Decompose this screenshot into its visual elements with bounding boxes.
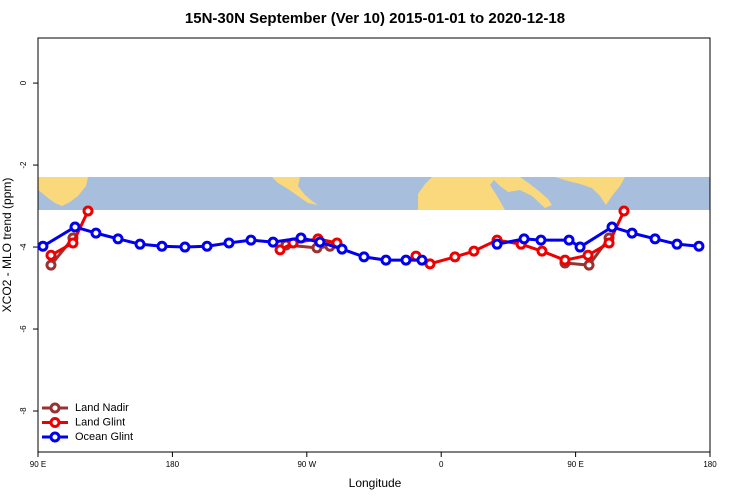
- y-axis-label: XCO2 - MLO trend (ppm): [0, 178, 14, 313]
- y-tick-label: 0: [19, 80, 28, 85]
- data-point: [563, 234, 575, 246]
- data-point: [69, 221, 81, 233]
- data-point: [603, 237, 615, 249]
- y-tick-label: -2: [19, 161, 28, 169]
- data-point: [82, 205, 94, 217]
- data-point: [179, 241, 191, 253]
- legend-marker: [49, 431, 61, 443]
- data-point: [156, 240, 168, 252]
- data-point: [358, 251, 370, 263]
- legend-item: Land Glint: [42, 416, 125, 428]
- data-point: [90, 227, 102, 239]
- data-point: [400, 254, 412, 266]
- data-point: [649, 233, 661, 245]
- legend-label: Land Glint: [75, 416, 125, 428]
- data-point: [314, 236, 326, 248]
- data-point: [574, 241, 586, 253]
- legend-label: Ocean Glint: [75, 431, 133, 443]
- data-point: [45, 249, 57, 261]
- data-point: [112, 233, 124, 245]
- x-tick-label: 180: [166, 460, 180, 469]
- data-point: [134, 238, 146, 250]
- data-point: [491, 238, 503, 250]
- data-point: [380, 254, 392, 266]
- data-point: [583, 259, 595, 271]
- data-point: [559, 254, 571, 266]
- data-point: [223, 237, 235, 249]
- data-point: [626, 227, 638, 239]
- data-point: [449, 251, 461, 263]
- x-tick-label: 90 E: [30, 460, 46, 469]
- data-point: [606, 221, 618, 233]
- x-tick-label: 0: [439, 460, 444, 469]
- data-point: [618, 205, 630, 217]
- data-point: [45, 259, 57, 271]
- data-point: [468, 245, 480, 257]
- data-point: [274, 244, 286, 256]
- data-point: [535, 234, 547, 246]
- data-point: [416, 254, 428, 266]
- data-point: [518, 233, 530, 245]
- data-point: [693, 240, 705, 252]
- data-point: [295, 232, 307, 244]
- data-point: [336, 243, 348, 255]
- data-point: [37, 240, 49, 252]
- x-tick-label: 90 W: [297, 460, 316, 469]
- x-axis-label: Longitude: [349, 476, 402, 490]
- data-point: [67, 237, 79, 249]
- legend-marker: [49, 417, 61, 428]
- data-point: [245, 234, 257, 246]
- chart-title: 15N-30N September (Ver 10) 2015-01-01 to…: [185, 10, 565, 27]
- legend-item: Land Nadir: [42, 402, 129, 414]
- data-point: [536, 245, 548, 257]
- data-point: [267, 236, 279, 248]
- legend-marker: [49, 402, 61, 414]
- data-point: [582, 249, 594, 261]
- legend-item: Ocean Glint: [42, 431, 133, 443]
- x-tick-label: 90 E: [567, 460, 583, 469]
- y-tick-label: -4: [19, 243, 28, 251]
- x-tick-label: 180: [703, 460, 717, 469]
- legend-label: Land Nadir: [75, 402, 129, 414]
- y-tick-label: -8: [19, 407, 28, 415]
- map-band: [38, 177, 710, 210]
- y-tick-label: -6: [19, 325, 28, 333]
- data-point: [671, 238, 683, 250]
- data-point: [201, 240, 213, 252]
